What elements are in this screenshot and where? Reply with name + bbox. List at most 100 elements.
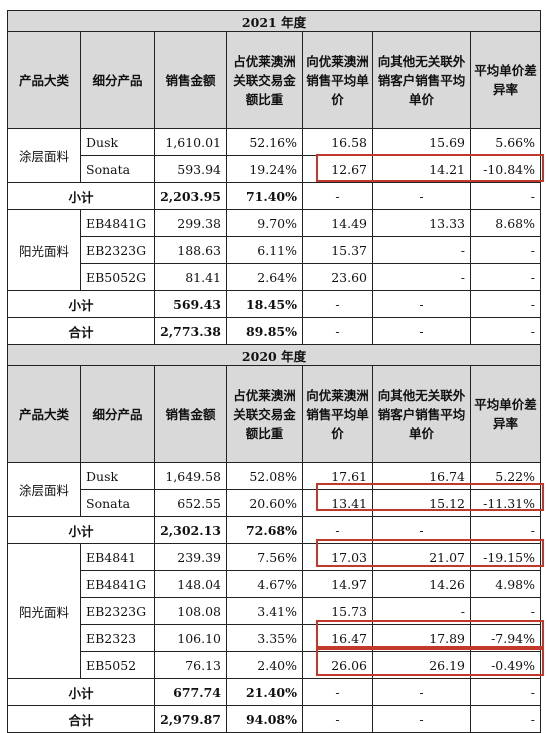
share-cell: 7.56% (226, 543, 303, 571)
share-cell: 71.40% (226, 182, 303, 210)
header-subproduct: 细分产品 (80, 31, 155, 129)
share-cell: 21.40% (226, 678, 303, 706)
related-price-cell: 14.97 (302, 570, 373, 598)
share-cell: 19.24% (226, 155, 303, 183)
other-price-cell: - (372, 705, 471, 733)
sales-cell: 81.41 (154, 263, 227, 291)
related-price-cell: - (302, 290, 373, 318)
share-cell: 2.64% (226, 263, 303, 291)
category-cell: 阳光面料 (7, 543, 81, 679)
sales-cell: 593.94 (154, 155, 227, 183)
share-cell: 6.11% (226, 236, 303, 264)
diff-cell: - (469, 516, 542, 544)
subtotal-row: 小计 677.74 21.40% - - - (7, 678, 542, 706)
related-price-cell: - (302, 317, 373, 345)
share-cell: 3.41% (226, 597, 303, 625)
table-row: 阳光面料 EB4841G 299.38 9.70% 14.49 13.33 8.… (7, 209, 542, 291)
share-cell: 9.70% (226, 209, 303, 237)
diff-cell: -0.49% (469, 651, 542, 679)
diff-cell: -7.94% (469, 624, 542, 652)
related-price-cell: 14.49 (302, 209, 373, 237)
year-row-2021: 2021 年度 (6, 10, 542, 32)
price-comparison-sheet: 2021 年度 产品大类 细分产品 销售金额 占优莱澳洲关联交易金额比重 向优莱… (6, 10, 542, 733)
related-price-cell: 16.58 (302, 128, 373, 156)
diff-cell: -11.31% (469, 489, 542, 517)
related-price-cell: 15.73 (302, 597, 373, 625)
table-row: EB4841G 148.04 4.67% 14.97 14.26 4.98% (8, 570, 542, 598)
share-cell: 3.35% (226, 624, 303, 652)
product-cell: EB5052 (80, 651, 155, 679)
diff-cell: -10.84% (469, 155, 542, 183)
related-price-cell: 16.47 (302, 624, 373, 652)
header-diff: 平均单价差异率 (469, 31, 542, 129)
table-row: EB2323 106.10 3.35% 16.47 17.89 -7.94% (8, 624, 542, 652)
header-related-price: 向优莱澳洲销售平均单价 (302, 365, 373, 463)
other-price-cell: - (372, 290, 471, 318)
header-other-price: 向其他无关联外销客户销售平均单价 (372, 31, 471, 129)
category-cell: 涂层面料 (7, 462, 81, 517)
product-cell: EB2323G (80, 236, 155, 264)
related-price-cell: - (302, 182, 373, 210)
other-price-cell: - (372, 236, 471, 264)
other-price-cell: 15.12 (372, 489, 471, 517)
year-row-2020: 2020 年度 (6, 344, 542, 366)
sales-cell: 76.13 (154, 651, 227, 679)
share-cell: 18.45% (226, 290, 303, 318)
diff-cell: - (469, 263, 542, 291)
header-row: 产品大类 细分产品 销售金额 占优莱澳洲关联交易金额比重 向优莱澳洲销售平均单价… (7, 365, 542, 463)
table-row: EB5052 76.13 2.40% 26.06 26.19 -0.49% (8, 651, 542, 679)
total-row: 合计 2,773.38 89.85% - - - (7, 317, 542, 345)
header-related-price: 向优莱澳洲销售平均单价 (302, 31, 373, 129)
related-price-cell: - (302, 516, 373, 544)
sales-cell: 677.74 (154, 678, 227, 706)
related-price-cell: 26.06 (302, 651, 373, 679)
product-cell: EB4841 (80, 543, 155, 571)
other-price-cell: 14.21 (372, 155, 471, 183)
table-row: 阳光面料 EB4841 239.39 7.56% 17.03 21.07 -19… (7, 543, 542, 679)
other-price-cell: - (372, 597, 471, 625)
other-price-cell: 14.26 (372, 570, 471, 598)
sales-cell: 1,649.58 (154, 462, 227, 490)
diff-cell: - (469, 705, 542, 733)
table-row: Sonata 593.94 19.24% 12.67 14.21 -10.84% (8, 155, 542, 183)
total-row: 合计 2,979.87 94.08% - - - (7, 705, 542, 733)
category-cell: 涂层面料 (7, 128, 81, 183)
share-cell: 20.60% (226, 489, 303, 517)
other-price-cell: 21.07 (372, 543, 471, 571)
share-cell: 52.16% (226, 128, 303, 156)
header-subproduct: 细分产品 (80, 365, 155, 463)
share-cell: 72.68% (226, 516, 303, 544)
product-cell: EB2323G (80, 597, 155, 625)
diff-cell: - (469, 290, 542, 318)
diff-cell: 5.66% (469, 128, 542, 156)
sales-cell: 1,610.01 (154, 128, 227, 156)
sales-cell: 188.63 (154, 236, 227, 264)
related-price-cell: 13.41 (302, 489, 373, 517)
table-row: Sonata 652.55 20.60% 13.41 15.12 -11.31% (8, 489, 542, 517)
diff-cell: 5.22% (469, 462, 542, 490)
related-price-cell: 17.61 (302, 462, 373, 490)
header-sales: 销售金额 (154, 31, 227, 129)
sales-cell: 2,773.38 (154, 317, 227, 345)
header-category: 产品大类 (7, 31, 81, 129)
product-cell: EB2323 (80, 624, 155, 652)
diff-cell: - (469, 236, 542, 264)
total-label: 合计 (7, 317, 155, 345)
product-cell: EB5052G (80, 263, 155, 291)
other-price-cell: - (372, 182, 471, 210)
sales-cell: 148.04 (154, 570, 227, 598)
product-cell: Dusk (80, 462, 155, 490)
product-cell: Sonata (80, 155, 155, 183)
header-share: 占优莱澳洲关联交易金额比重 (226, 31, 303, 129)
other-price-cell: 26.19 (372, 651, 471, 679)
product-cell: Dusk (80, 128, 155, 156)
sales-cell: 2,979.87 (154, 705, 227, 733)
product-cell: EB4841G (80, 570, 155, 598)
related-price-cell: 23.60 (302, 263, 373, 291)
subtotal-label: 小计 (7, 678, 155, 706)
header-other-price: 向其他无关联外销客户销售平均单价 (372, 365, 471, 463)
related-price-cell: 17.03 (302, 543, 373, 571)
subtotal-row: 小计 2,302.13 72.68% - - - (7, 516, 542, 544)
related-price-cell: - (302, 705, 373, 733)
header-share: 占优莱澳洲关联交易金额比重 (226, 365, 303, 463)
